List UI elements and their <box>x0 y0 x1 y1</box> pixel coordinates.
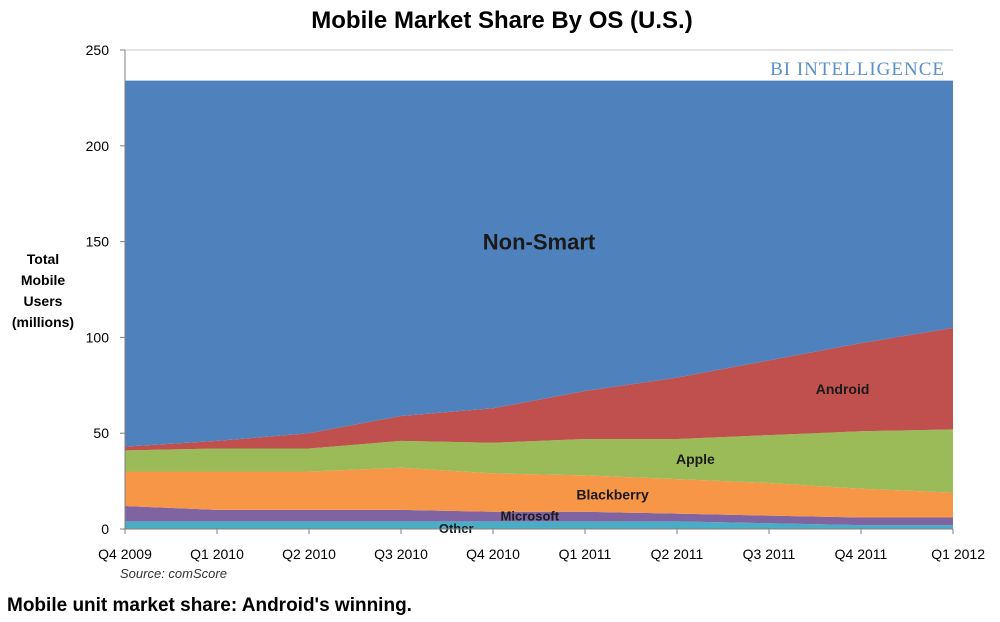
source-note: Source: comScore <box>120 566 227 581</box>
y-tick-label-2: 100 <box>86 329 110 345</box>
area-chart: Mobile Market Share By OS (U.S.) OtherMi… <box>12 7 986 581</box>
area-series: OtherMicrosoftBlackberryAppleAndroidNon-… <box>125 80 953 536</box>
watermark-label: BI INTELLIGENCE <box>770 59 945 80</box>
y-tick-label-5: 250 <box>86 42 110 58</box>
chart-title: Mobile Market Share By OS (U.S.) <box>311 7 692 34</box>
series-label-microsoft: Microsoft <box>501 508 560 523</box>
area-android <box>125 327 953 451</box>
x-tick-label-1: Q1 2010 <box>190 546 244 562</box>
y-tick-label-3: 150 <box>86 234 110 250</box>
area-blackberry <box>125 467 953 518</box>
x-tick-label-6: Q2 2011 <box>651 546 704 562</box>
y-axis-label: Total Mobile Users (millions) <box>12 251 74 330</box>
series-label-blackberry: Blackberry <box>576 486 649 502</box>
area-other <box>125 521 953 529</box>
x-tick-label-5: Q1 2011 <box>559 546 612 562</box>
series-label-android: Android <box>816 381 870 397</box>
y-tick-label-1: 50 <box>93 425 109 441</box>
figure-caption: Mobile unit market share: Android's winn… <box>7 595 412 616</box>
y-axis-label-line-0: Total <box>27 251 59 267</box>
series-label-apple: Apple <box>676 451 715 467</box>
x-tick-label-4: Q4 2010 <box>466 546 520 562</box>
y-axis-label-line-1: Mobile <box>21 272 66 288</box>
x-tick-label-8: Q4 2011 <box>835 546 888 562</box>
x-tick-label-7: Q3 2011 <box>743 546 796 562</box>
y-tick-label-4: 200 <box>86 138 110 154</box>
y-axis-label-line-2: Users <box>24 293 63 309</box>
x-tick-label-2: Q2 2010 <box>282 546 336 562</box>
area-apple <box>125 429 953 493</box>
y-tick-label-0: 0 <box>101 521 109 537</box>
axes: 0 50 100 150 200 250 Q4 2009 Q1 2010 Q2 2010 Q3 2… <box>86 42 986 562</box>
x-tick-label-0: Q4 2009 <box>98 546 152 562</box>
y-axis-label-line-3: (millions) <box>12 314 74 330</box>
x-tick-label-9: Q1 2012 <box>931 546 985 562</box>
area-microsoft <box>125 506 953 526</box>
series-label-non-smart: Non-Smart <box>483 230 596 255</box>
x-tick-label-3: Q3 2010 <box>374 546 428 562</box>
area-non-smart <box>125 80 953 447</box>
